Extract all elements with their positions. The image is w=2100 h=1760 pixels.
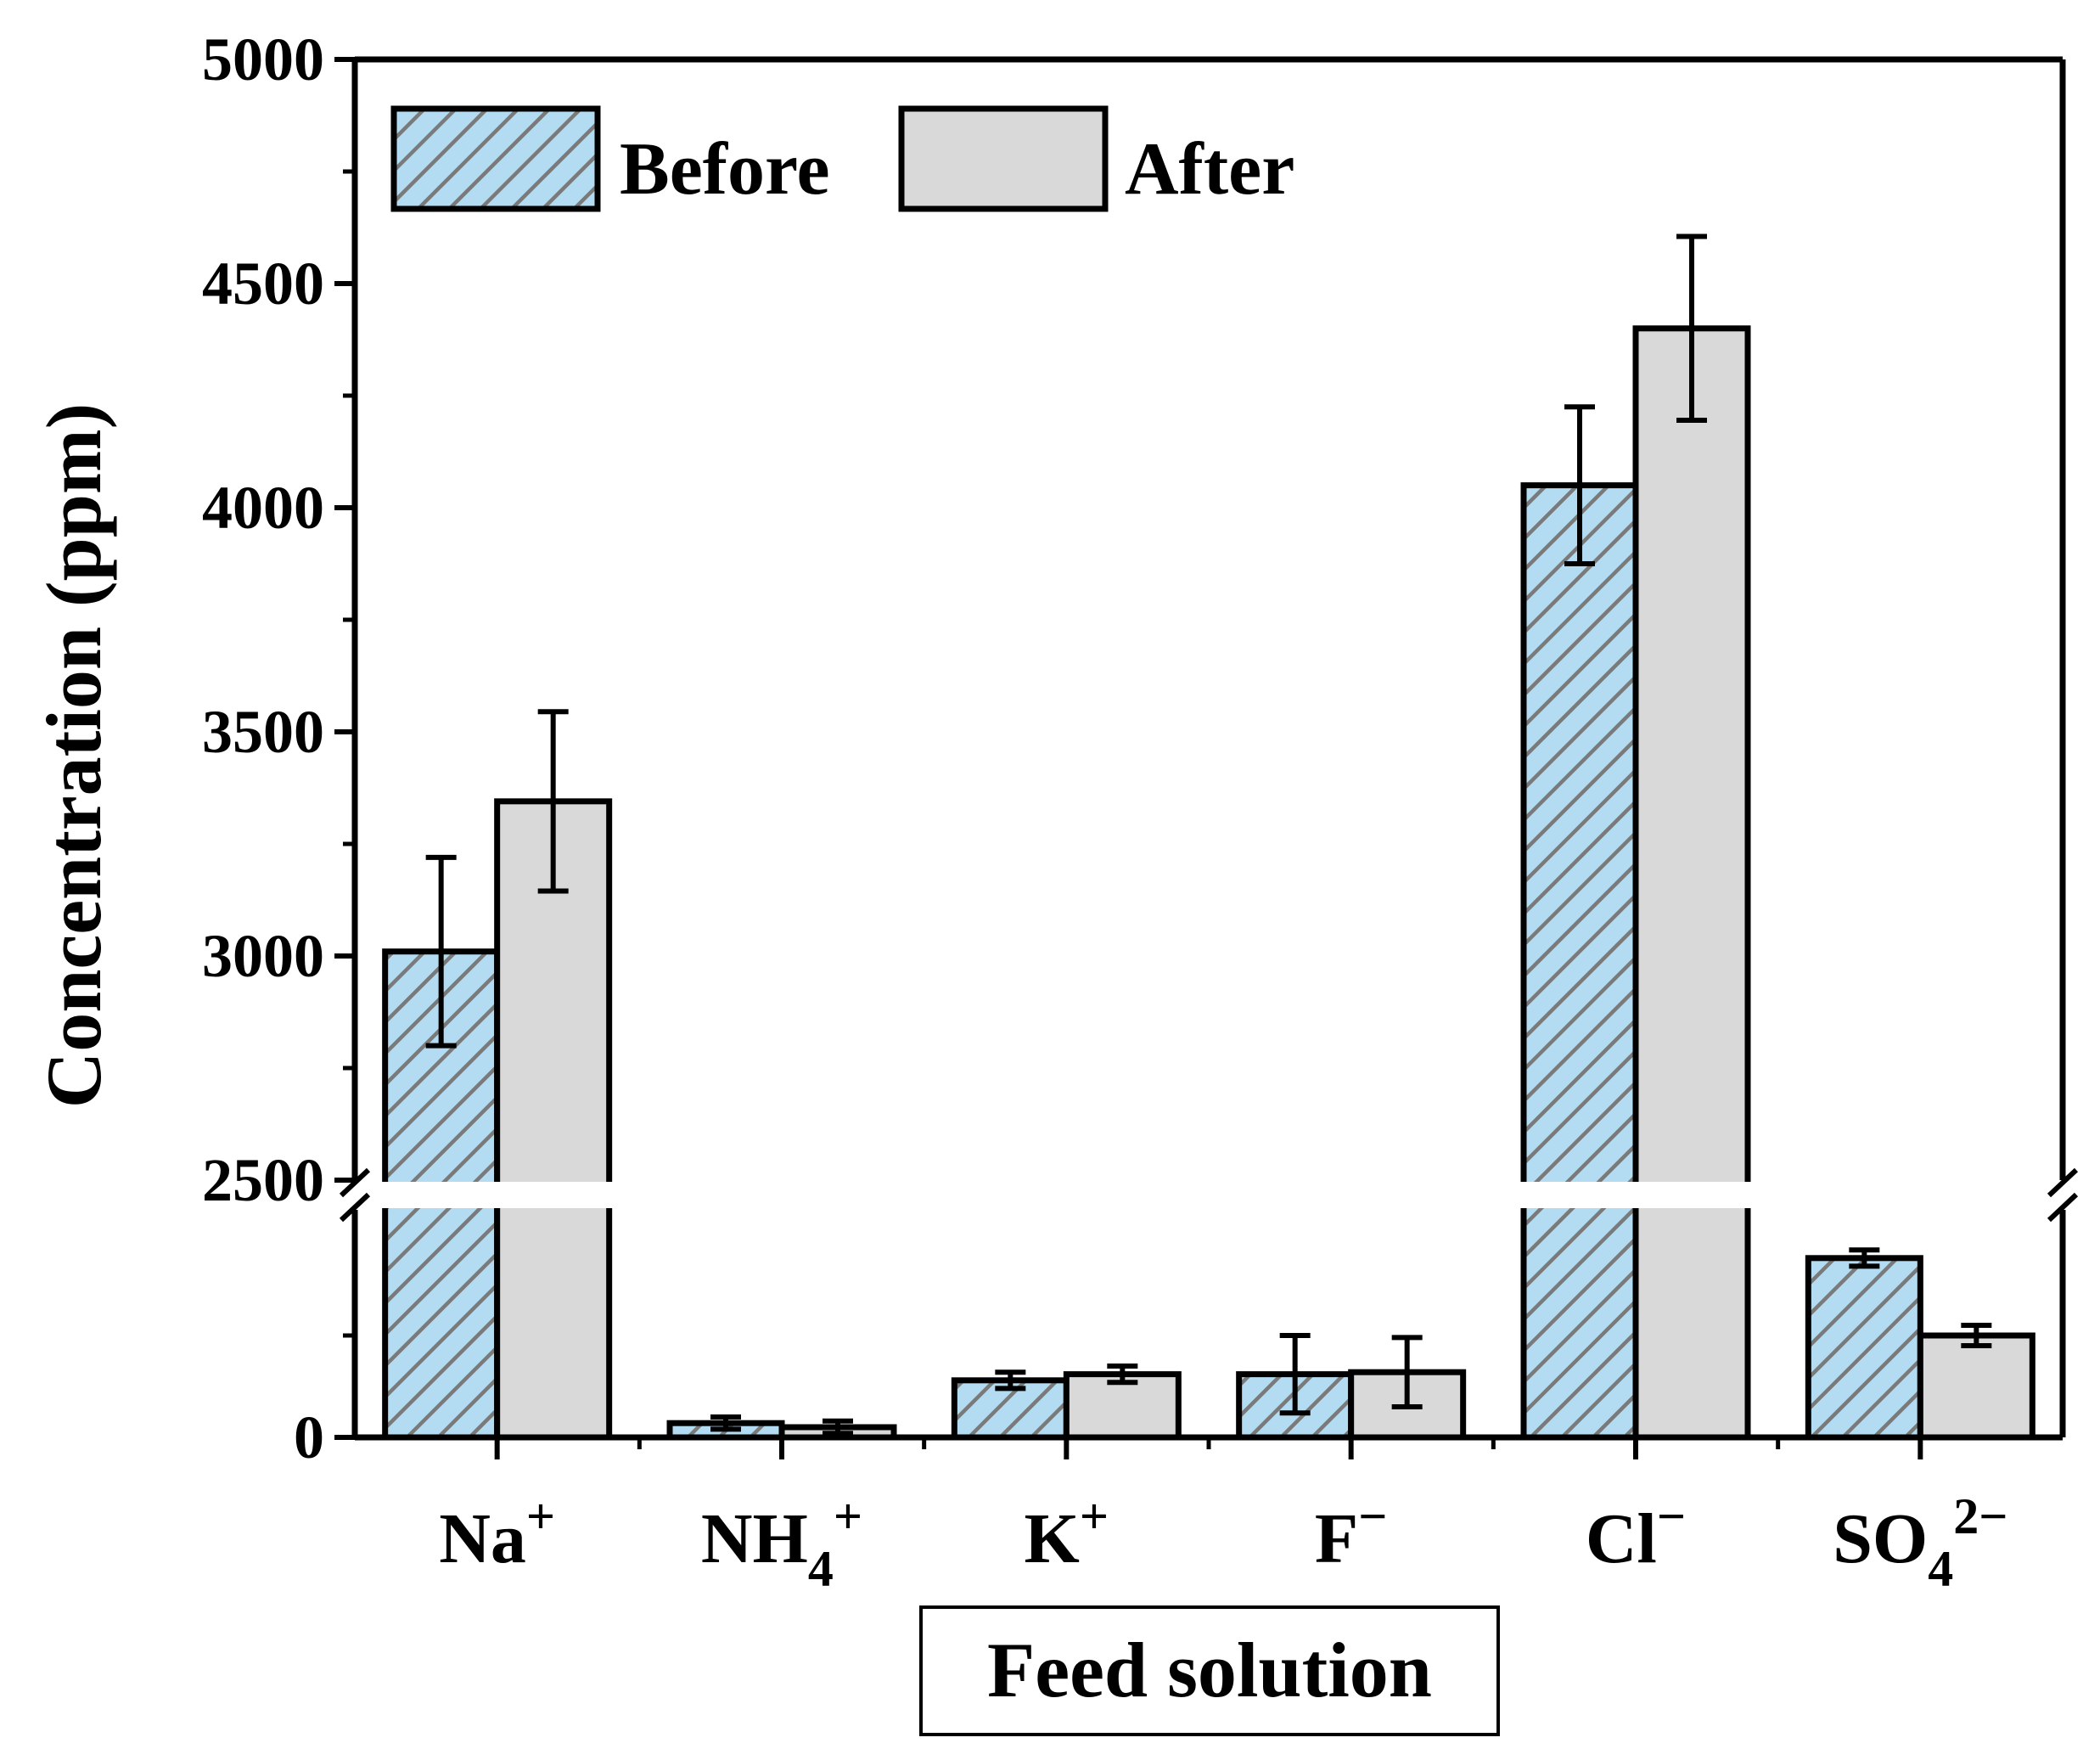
axis-break-gap [346,1182,2071,1208]
bars-group [382,325,2035,1441]
y-tick-label-2: 3000 [202,922,324,990]
y-axis-title: Concentration (ppm) [31,403,117,1109]
bar-after-4 [1632,325,1751,1441]
x-axis-title-box: Feed solution [919,1605,1500,1736]
break-gap-fill [346,1182,2071,1208]
legend-swatch-after [898,105,1109,212]
x-tick-label-4: Cl− [1586,1488,1686,1578]
y-tick-label-4: 4000 [202,474,324,542]
legend-swatch-before [390,105,601,212]
y-tick-label-5: 4500 [202,250,324,318]
break-mark-right-top [2047,1167,2079,1198]
y-tick-label-6: 5000 [202,25,324,93]
x-tick-label-1: NH4+ [701,1488,862,1597]
x-tick-label-2: K+ [1025,1488,1109,1578]
bar-after-5 [1917,1332,2035,1441]
x-axis-title: Feed solution [987,1627,1432,1713]
x-tick-label-3: F− [1315,1488,1388,1578]
y-tick-label-1: 2500 [202,1146,324,1214]
break-mark-right-bottom [2047,1192,2079,1223]
break-mark-left-bottom [339,1192,371,1223]
x-tick-label-0: Na+ [439,1488,555,1578]
bar-before-4 [1520,482,1639,1441]
legend-label-after: After [1125,128,1294,211]
y-tick-label-0: 0 [294,1403,324,1471]
bar-after-0 [494,798,613,1441]
x-tick-label-5: SO42− [1833,1488,2007,1597]
x-tick-labels-group: Na+ NH4+ K+ F− Cl− SO42− [439,1488,2007,1597]
bar-before-5 [1805,1255,1923,1441]
y-tick-label-3: 3500 [202,698,324,766]
legend-label-before: Before [620,128,830,211]
legend: Before After [390,105,1294,212]
y-ticks-group: 0 2500 3000 3500 4000 4500 5000 [202,25,355,1471]
error-bars-group [425,233,1992,1437]
